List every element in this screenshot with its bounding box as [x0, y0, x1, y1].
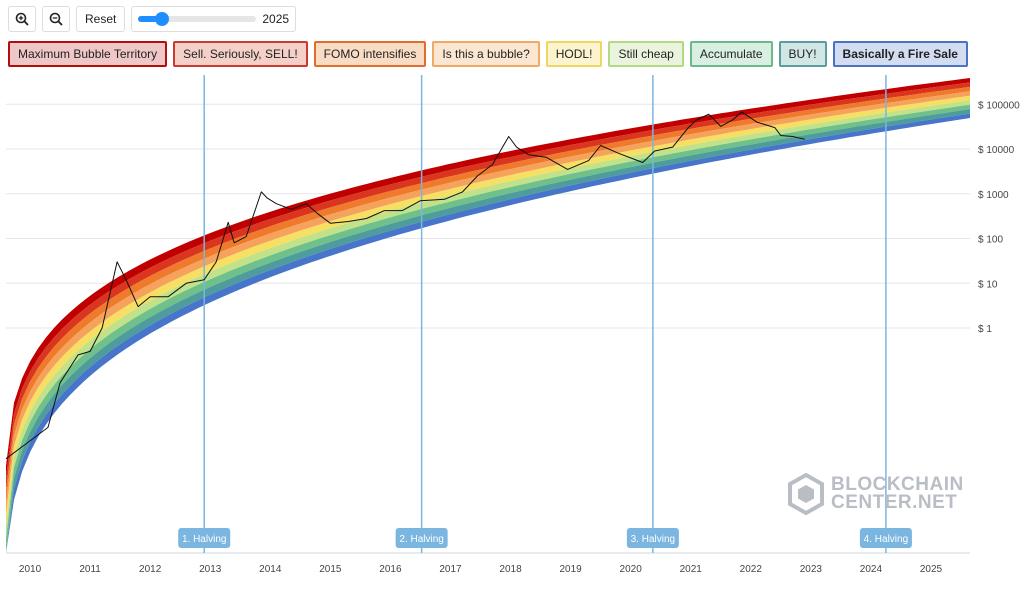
legend-band-2[interactable]: FOMO intensifies — [313, 41, 427, 67]
legend-band-6[interactable]: Accumulate — [689, 41, 773, 67]
y-tick-label-0: $ 100000 — [978, 100, 1020, 111]
halving-label-bg-1 — [178, 528, 231, 548]
x-tick-label-2020: 2020 — [620, 564, 643, 575]
x-tick-label-2022: 2022 — [740, 564, 763, 575]
y-tick-label-5: $ 1 — [978, 324, 992, 335]
y-tick-label-2: $ 1000 — [978, 190, 1009, 201]
halving-label-bg-3 — [626, 528, 679, 548]
watermark-line1: BLOCKCHAIN — [831, 474, 964, 495]
rainbow-band-4 — [6, 95, 970, 527]
price-line — [5, 111, 805, 460]
slider-value: 2025 — [262, 12, 290, 26]
halving-label-2: 2. Halving — [399, 534, 443, 545]
x-tick-label-2011: 2011 — [79, 564, 101, 575]
halving-label-1: 1. Halving — [182, 534, 226, 545]
band-legend: Maximum Bubble Territory Sell. Seriously,… — [8, 41, 968, 67]
x-tick-label-2025: 2025 — [920, 564, 943, 575]
x-tick-label-2017: 2017 — [439, 564, 462, 575]
rainbow-band-1 — [6, 82, 970, 491]
slider-track[interactable] — [138, 12, 257, 26]
y-tick-label-1: $ 10000 — [978, 145, 1015, 156]
y-tick-label-4: $ 10 — [978, 279, 998, 290]
legend-band-4[interactable]: HODL! — [545, 41, 603, 67]
legend-band-5[interactable]: Still cheap — [608, 41, 684, 67]
rainbow-band-0 — [6, 78, 970, 478]
x-tick-label-2018: 2018 — [499, 564, 522, 575]
x-tick-label-2012: 2012 — [139, 564, 162, 575]
x-tick-label-2021: 2021 — [680, 564, 703, 575]
x-tick-label-2023: 2023 — [800, 564, 823, 575]
x-tick-label-2014: 2014 — [259, 564, 282, 575]
legend-band-1[interactable]: Sell. Seriously, SELL! — [173, 41, 308, 67]
legend-band-7[interactable]: BUY! — [778, 41, 827, 67]
x-tick-label-2019: 2019 — [559, 564, 582, 575]
y-tick-label-3: $ 100 — [978, 235, 1003, 246]
zoom-in-icon — [15, 12, 29, 26]
slider-fill — [138, 16, 162, 22]
rainbow-band-2 — [6, 86, 970, 503]
halving-label-bg-2 — [395, 528, 448, 548]
blockchain-logo-icon — [788, 473, 824, 515]
legend-band-8[interactable]: Basically a Fire Sale — [832, 41, 968, 67]
rainbow-band-5 — [6, 100, 970, 539]
watermark-line2: CENTER.NET — [831, 492, 958, 513]
reset-button[interactable]: Reset — [76, 6, 126, 32]
legend-band-0[interactable]: Maximum Bubble Territory — [8, 41, 168, 67]
year-slider: 2025 — [131, 6, 297, 32]
legend-band-3[interactable]: Is this a bubble? — [432, 41, 540, 67]
rainbow-band-6 — [6, 104, 970, 552]
x-tick-label-2015: 2015 — [319, 564, 342, 575]
zoom-out-icon — [49, 12, 63, 26]
toolbar: Reset 2025 — [8, 6, 297, 32]
watermark: BLOCKCHAIN CENTER.NET — [787, 473, 964, 515]
halving-label-4: 4. Halving — [864, 534, 908, 545]
zoom-in-button[interactable] — [8, 6, 36, 32]
x-tick-label-2024: 2024 — [860, 564, 883, 575]
halving-label-bg-4 — [859, 528, 912, 548]
rainbow-band-3 — [6, 91, 970, 515]
halving-label-3: 3. Halving — [631, 534, 675, 545]
zoom-out-button[interactable] — [42, 6, 70, 32]
x-tick-label-2013: 2013 — [199, 564, 222, 575]
x-tick-label-2016: 2016 — [379, 564, 402, 575]
slider-handle[interactable] — [154, 12, 169, 26]
x-tick-label-2010: 2010 — [19, 564, 42, 575]
